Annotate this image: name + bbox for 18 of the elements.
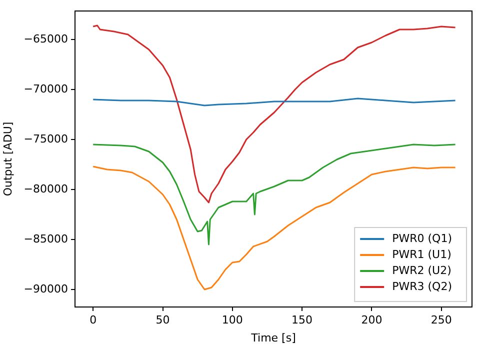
y-tick-label: −85000 [24, 232, 68, 246]
x-tick-label: 0 [90, 313, 97, 326]
legend-label: PWR0 (Q1) [392, 232, 452, 245]
x-tick-label: 150 [292, 313, 313, 326]
legend-label: PWR1 (U1) [392, 248, 452, 261]
x-tick-label: 250 [430, 313, 452, 326]
y-tick-label: −75000 [24, 132, 68, 146]
y-tick-label: −80000 [24, 182, 68, 196]
y-tick-label: −65000 [24, 32, 68, 46]
legend-label: PWR2 (U2) [392, 264, 452, 277]
x-tick-label: 100 [222, 313, 243, 326]
x-tick-label: 200 [361, 313, 382, 326]
x-axis-title: Time [s] [250, 331, 296, 344]
y-tick-label: −70000 [24, 82, 68, 96]
legend-label: PWR3 (Q2) [392, 280, 452, 293]
x-tick-label: 50 [156, 313, 170, 326]
y-tick-label: −90000 [24, 282, 68, 296]
y-axis-title: Output [ADU] [1, 122, 14, 196]
